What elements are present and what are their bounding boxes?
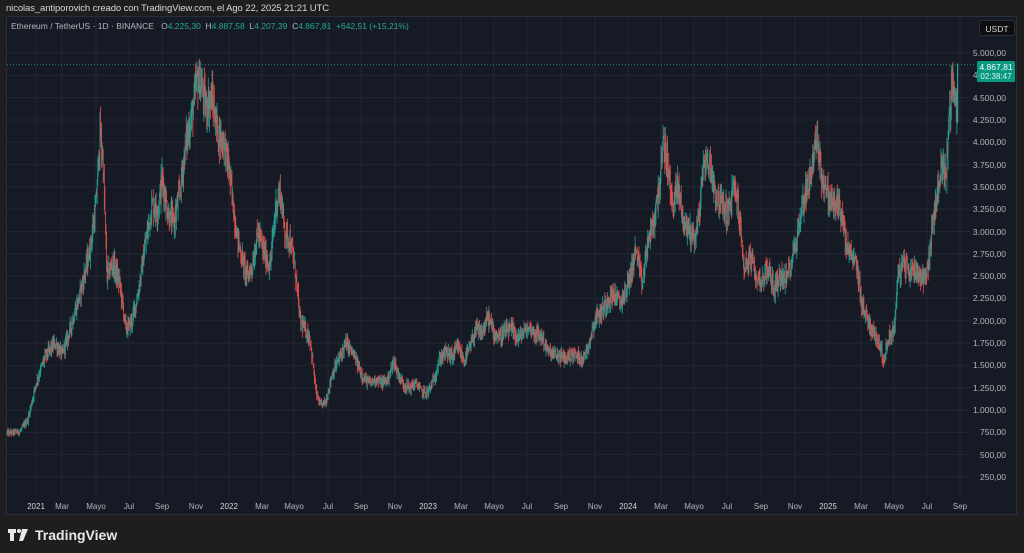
time-tick-label: Nov <box>188 502 204 511</box>
price-tick-label: 3.750,00 <box>972 159 1006 170</box>
price-tick-label: 2.250,00 <box>972 293 1006 304</box>
time-tick-label: 2023 <box>419 502 437 511</box>
time-tick-label: Jul <box>721 502 733 511</box>
time-tick-label: Sep <box>154 502 170 511</box>
time-tick-label: 2024 <box>619 502 637 511</box>
time-tick-label: Mar <box>454 502 468 511</box>
time-tick-label: Jul <box>123 502 135 511</box>
price-tick-label: 1.250,00 <box>972 382 1006 393</box>
tradingview-logo-icon <box>8 529 28 541</box>
price-tick-label: 3.500,00 <box>972 181 1006 192</box>
symbol-name[interactable]: Ethereum / TetherUS · 1D · BINANCE <box>11 21 154 31</box>
price-tick-label: 1.500,00 <box>972 360 1006 371</box>
time-tick-label: Mar <box>854 502 868 511</box>
time-tick-label: Sep <box>353 502 369 511</box>
change-value: +642,51 (+15,21%) <box>336 21 409 31</box>
time-tick-label: 2021 <box>27 502 45 511</box>
time-tick-label: Mar <box>55 502 69 511</box>
tradingview-brand[interactable]: TradingView <box>8 527 117 543</box>
time-tick-label: Mayo <box>484 502 504 511</box>
time-tick-label: Sep <box>753 502 769 511</box>
bar-countdown: 02:38:47 <box>980 72 1012 81</box>
chart-credit: nicolas_antiporovich creado con TradingV… <box>6 3 330 14</box>
price-tick-label: 3.000,00 <box>972 226 1006 237</box>
price-tick-label: 4.500,00 <box>972 92 1006 103</box>
time-tick-label: Mayo <box>884 502 904 511</box>
price-tick-label: 500,00 <box>980 449 1006 460</box>
price-tick-label: 2.500,00 <box>972 271 1006 282</box>
time-tick-label: Mar <box>255 502 269 511</box>
high-value: 4.887,58 <box>211 21 245 31</box>
time-tick-label: Sep <box>553 502 569 511</box>
price-tick-label: 2.750,00 <box>972 248 1006 259</box>
price-tick-label: 5.000,00 <box>972 48 1006 58</box>
last-price-value: 4.867,81 <box>979 62 1013 72</box>
time-tick-label: Mayo <box>284 502 304 511</box>
price-tick-label: 1.000,00 <box>972 405 1006 416</box>
brand-name: TradingView <box>35 527 118 543</box>
time-tick-label: Nov <box>387 502 403 511</box>
price-tick-label: 3.250,00 <box>972 204 1006 215</box>
time-tick-label: Mayo <box>684 502 704 511</box>
time-tick-label: Jul <box>921 502 933 511</box>
symbol-legend: Ethereum / TetherUS · 1D · BINANCE O4.22… <box>11 21 409 31</box>
time-tick-label: Jul <box>521 502 533 511</box>
open-value: 4.225,30 <box>167 21 201 31</box>
price-tick-label: 4.000,00 <box>972 137 1006 148</box>
price-tick-label: 1.750,00 <box>972 338 1006 349</box>
last-price-badge: 4.867,81 02:38:47 <box>977 61 1015 82</box>
time-tick-label: Nov <box>787 502 803 511</box>
time-tick-label: 2025 <box>819 502 837 511</box>
time-tick-label: 2022 <box>220 502 238 511</box>
time-tick-label: Jul <box>322 502 334 511</box>
candles <box>6 58 959 437</box>
price-tick-label: 750,00 <box>980 427 1006 438</box>
price-tick-label: 250,00 <box>980 471 1006 482</box>
price-tick-label: 2.000,00 <box>972 315 1006 326</box>
time-tick-label: Sep <box>952 502 968 511</box>
currency-button[interactable]: USDT <box>979 20 1015 36</box>
time-tick-label: Mayo <box>86 502 106 511</box>
close-value: 4.867,81 <box>298 21 332 31</box>
price-tick-label: 4.250,00 <box>972 114 1006 125</box>
time-tick-label: Nov <box>587 502 603 511</box>
low-value: 4.207,39 <box>254 21 288 31</box>
chart-panel[interactable] <box>6 16 1017 515</box>
time-tick-label: Mar <box>654 502 668 511</box>
